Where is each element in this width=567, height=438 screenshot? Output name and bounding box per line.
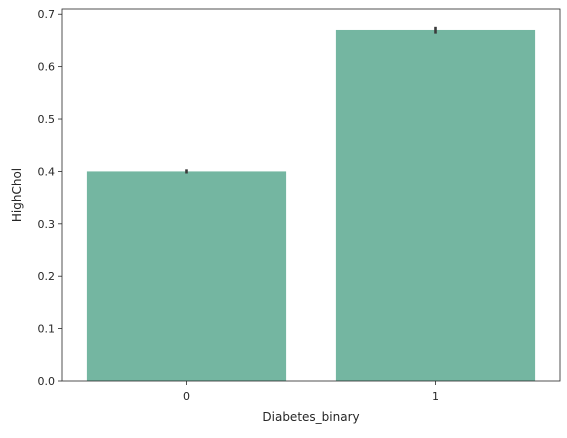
bar-0 [86, 171, 287, 381]
y-tick-label: 0.2 [38, 270, 56, 283]
x-tick-label-1: 1 [432, 390, 439, 403]
bars [86, 29, 536, 382]
y-axis-label: HighChol [10, 168, 24, 222]
bar-1 [335, 29, 536, 382]
x-axis-label: Diabetes_binary [262, 410, 359, 424]
y-tick-label: 0.6 [38, 61, 56, 74]
y-tick-label: 0.0 [38, 375, 56, 388]
y-tick-label: 0.7 [38, 8, 56, 21]
y-tick-label: 0.4 [38, 165, 56, 178]
axis-labels: Diabetes_binary HighChol [10, 168, 360, 424]
error-bars [185, 26, 437, 174]
x-tick-label-0: 0 [183, 390, 190, 403]
y-tick-label: 0.1 [38, 323, 56, 336]
y-tick-label: 0.5 [38, 113, 56, 126]
y-tick-label: 0.3 [38, 218, 56, 231]
plot-frame [61, 8, 561, 382]
axes: 0 1 0.0 0.1 0.2 0.3 0.4 0.5 0.6 0.7 [38, 8, 561, 403]
